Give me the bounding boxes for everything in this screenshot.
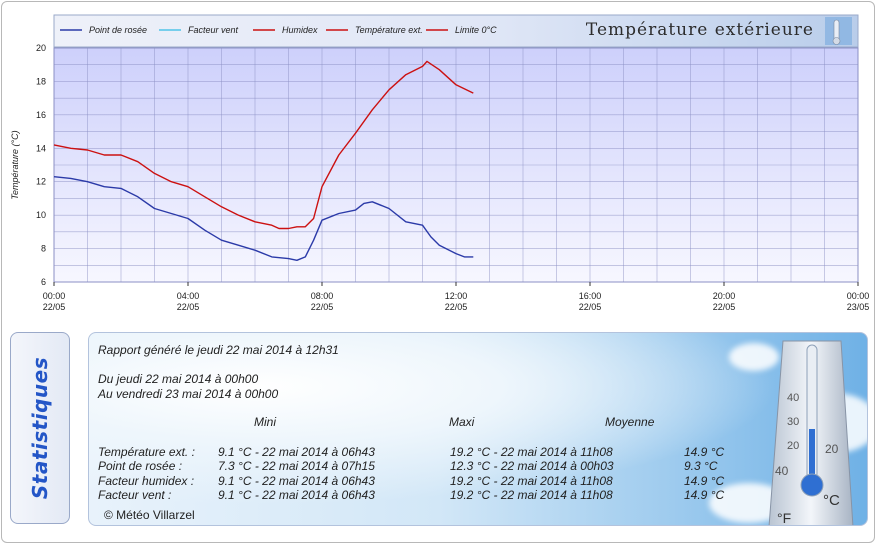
thermometer-icon: 20 30 40 40 20 °F °C bbox=[768, 340, 854, 526]
legend-label: Température ext. bbox=[355, 25, 423, 35]
x-axis-ticks: 00:0022/0504:0022/0508:0022/0512:0022/05… bbox=[43, 282, 870, 312]
stats-row-maxi: 19.2 °C - 22 mai 2014 à 11h08 bbox=[450, 474, 613, 488]
legend: Point de rosée Facteur vent Humidex Tempéra… bbox=[60, 25, 497, 35]
x-tick-time: 20:00 bbox=[713, 291, 736, 301]
stats-row-label: Température ext. : bbox=[98, 445, 195, 459]
column-header-moyenne: Moyenne bbox=[605, 415, 655, 429]
x-tick-date: 22/05 bbox=[311, 302, 334, 312]
legend-label: Point de rosée bbox=[89, 25, 147, 35]
x-tick-date: 22/05 bbox=[445, 302, 468, 312]
stats-row-maxi: 19.2 °C - 22 mai 2014 à 11h08 bbox=[450, 488, 613, 502]
x-tick-time: 16:00 bbox=[579, 291, 602, 301]
series-line-Point de rosée bbox=[53, 176, 474, 261]
fahrenheit-label: °F bbox=[777, 510, 791, 526]
statistics-tab-label: Statistiques bbox=[28, 356, 52, 500]
statistics-tab[interactable]: Statistiques bbox=[10, 332, 70, 524]
y-tick-label: 12 bbox=[36, 177, 46, 187]
y-tick-label: 6 bbox=[41, 277, 46, 287]
stats-row-mini: 9.1 °C - 22 mai 2014 à 06h43 bbox=[218, 488, 375, 502]
y-tick-label: 16 bbox=[36, 110, 46, 120]
stats-row-moyenne: 14.9 °C bbox=[684, 488, 725, 502]
celsius-label: °C bbox=[823, 492, 840, 509]
stats-row-mini: 9.1 °C - 22 mai 2014 à 06h43 bbox=[218, 445, 375, 459]
series bbox=[53, 60, 474, 261]
stats-row-mini: 9.1 °C - 22 mai 2014 à 06h43 bbox=[218, 474, 375, 488]
copyright-text: © Météo Villarzel bbox=[104, 508, 195, 522]
stats-row-maxi: 12.3 °C - 22 mai 2014 à 00h03 bbox=[450, 459, 614, 473]
x-tick-date: 22/05 bbox=[177, 302, 200, 312]
stats-row-mini: 7.3 °C - 22 mai 2014 à 07h15 bbox=[218, 459, 375, 473]
x-tick-date: 23/05 bbox=[847, 302, 870, 312]
x-tick-date: 22/05 bbox=[713, 302, 736, 312]
x-tick-time: 08:00 bbox=[311, 291, 334, 301]
y-tick-label: 8 bbox=[41, 244, 46, 254]
temperature-chart: Point de rosée Facteur vent Humidex Tempéra… bbox=[10, 14, 870, 312]
legend-label: Humidex bbox=[282, 25, 318, 35]
thermo-scale-label: 30 bbox=[787, 416, 799, 428]
x-tick-date: 22/05 bbox=[43, 302, 66, 312]
stats-row-label: Facteur humidex : bbox=[98, 474, 195, 488]
cloud-decoration bbox=[729, 343, 779, 371]
x-tick-time: 12:00 bbox=[445, 291, 468, 301]
legend-label: Facteur vent bbox=[188, 25, 239, 35]
grid bbox=[54, 48, 858, 282]
thermo-scale-label: 40 bbox=[775, 464, 789, 478]
column-header-maxi: Maxi bbox=[449, 415, 475, 429]
chart-title: Température extérieure bbox=[586, 20, 814, 40]
legend-band bbox=[53, 14, 859, 48]
stats-row-maxi: 19.2 °C - 22 mai 2014 à 11h08 bbox=[450, 445, 613, 459]
y-axis-label: Température (°C) bbox=[10, 130, 20, 199]
y-tick-label: 10 bbox=[36, 210, 46, 220]
report-generated-text: Rapport généré le jeudi 22 mai 2014 à 12… bbox=[98, 343, 339, 357]
y-tick-label: 18 bbox=[36, 76, 46, 86]
thermo-scale-label: 40 bbox=[787, 392, 799, 404]
x-tick-time: 00:00 bbox=[43, 291, 66, 301]
mini-thermometer-icon bbox=[825, 17, 852, 45]
thermo-scale-label: 20 bbox=[825, 442, 839, 456]
y-tick-label: 20 bbox=[36, 43, 46, 53]
thermo-scale-label: 20 bbox=[787, 440, 799, 452]
stats-row-moyenne: 9.3 °C bbox=[684, 459, 718, 473]
series-line-Température ext. bbox=[53, 60, 474, 230]
y-axis-ticks: 6 8 10 12 14 16 18 20 bbox=[36, 43, 46, 287]
stats-row-label: Point de rosée : bbox=[98, 459, 183, 473]
period-to-text: Au vendredi 23 mai 2014 à 00h00 bbox=[98, 387, 279, 401]
stats-row-label: Facteur vent : bbox=[98, 488, 172, 502]
column-header-mini: Mini bbox=[254, 415, 277, 429]
legend-label: Limite 0°C bbox=[455, 25, 497, 35]
y-tick-label: 14 bbox=[36, 143, 46, 153]
period-from-text: Du jeudi 22 mai 2014 à 00h00 bbox=[98, 372, 259, 386]
x-tick-time: 04:00 bbox=[177, 291, 200, 301]
stats-row-moyenne: 14.9 °C bbox=[684, 474, 725, 488]
stats-row-moyenne: 14.9 °C bbox=[684, 445, 725, 459]
x-tick-time: 00:00 bbox=[847, 291, 870, 301]
x-tick-date: 22/05 bbox=[579, 302, 602, 312]
statistics-panel: 20 30 40 40 20 °F °C bbox=[88, 332, 868, 526]
